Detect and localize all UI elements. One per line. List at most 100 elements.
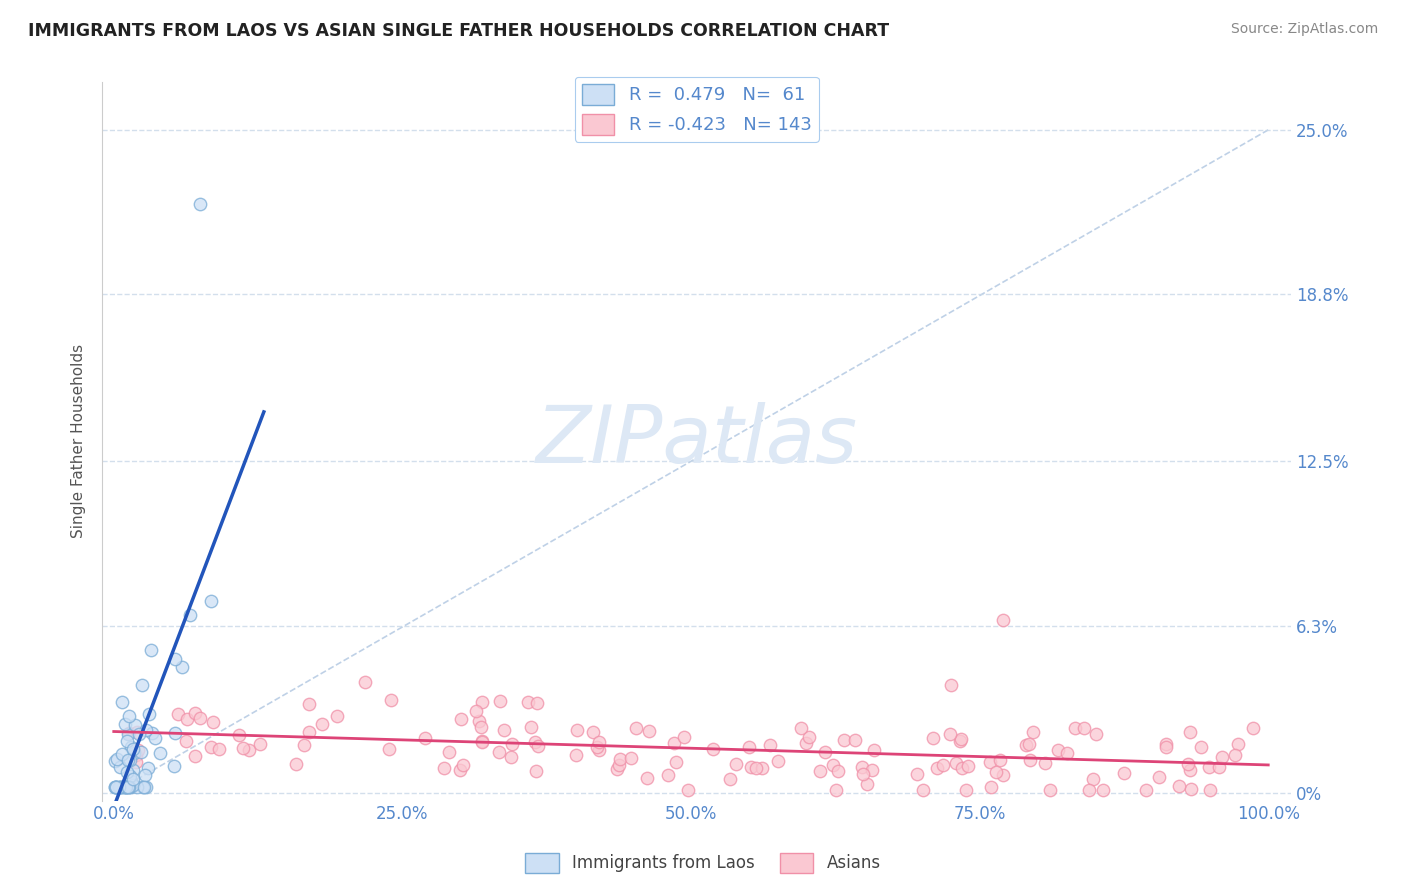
Point [738, 740, 761, 755]
Point [939, 678, 962, 692]
Point [657, 768, 679, 782]
Point [956, 758, 979, 772]
Point [114, 780, 136, 795]
Point [451, 757, 474, 772]
Point [1064, 722, 1087, 736]
Point [1154, 738, 1177, 752]
Point [111, 695, 134, 709]
Point [1227, 737, 1250, 751]
Point [311, 717, 333, 731]
Point [470, 720, 492, 734]
Point [117, 753, 139, 767]
Point [821, 758, 844, 772]
Point [1056, 746, 1078, 760]
Y-axis label: Single Father Households: Single Father Households [72, 344, 86, 539]
Point [120, 740, 142, 755]
Point [131, 678, 153, 692]
Point [824, 783, 846, 797]
Point [117, 727, 139, 741]
Point [1073, 721, 1095, 735]
Point [131, 780, 153, 795]
Point [565, 747, 588, 762]
Point [1033, 756, 1056, 770]
Point [488, 694, 510, 708]
Point [1081, 772, 1104, 786]
Point [183, 706, 205, 720]
Point [117, 780, 139, 795]
Point [912, 783, 935, 797]
Point [112, 780, 135, 795]
Point [1085, 727, 1108, 741]
Point [852, 767, 875, 781]
Point [468, 714, 491, 728]
Point [449, 764, 471, 778]
Point [464, 704, 486, 718]
Point [586, 739, 609, 754]
Point [104, 780, 127, 795]
Point [120, 753, 142, 767]
Point [143, 731, 166, 745]
Point [292, 738, 315, 752]
Point [745, 761, 768, 775]
Point [1015, 739, 1038, 753]
Point [232, 741, 254, 756]
Point [860, 763, 883, 777]
Point [188, 197, 211, 211]
Point [104, 780, 127, 795]
Point [1180, 781, 1202, 796]
Point [526, 696, 548, 710]
Point [167, 707, 190, 722]
Point [844, 733, 866, 747]
Point [125, 755, 148, 769]
Point [121, 778, 143, 792]
Point [759, 738, 782, 752]
Point [1180, 763, 1202, 777]
Point [111, 747, 134, 762]
Point [117, 726, 139, 740]
Point [184, 749, 207, 764]
Point [856, 776, 879, 790]
Point [516, 695, 538, 709]
Point [129, 745, 152, 759]
Point [238, 743, 260, 757]
Point [378, 742, 401, 756]
Point [1199, 783, 1222, 797]
Point [433, 761, 456, 775]
Point [354, 675, 377, 690]
Point [125, 780, 148, 795]
Point [905, 766, 928, 780]
Point [325, 709, 347, 723]
Point [285, 756, 308, 771]
Point [980, 780, 1002, 794]
Point [104, 754, 127, 768]
Point [1177, 757, 1199, 772]
Point [134, 768, 156, 782]
Legend: R =  0.479   N=  61, R = -0.423   N= 143: R = 0.479 N= 61, R = -0.423 N= 143 [575, 77, 818, 142]
Point [637, 723, 659, 738]
Point [108, 780, 131, 795]
Point [201, 714, 224, 729]
Point [1178, 724, 1201, 739]
Point [108, 780, 131, 795]
Point [524, 764, 547, 778]
Point [991, 613, 1014, 627]
Point [114, 780, 136, 795]
Text: Source: ZipAtlas.com: Source: ZipAtlas.com [1230, 22, 1378, 37]
Point [702, 741, 724, 756]
Point [794, 736, 817, 750]
Legend: Immigrants from Laos, Asians: Immigrants from Laos, Asians [519, 847, 887, 880]
Point [188, 711, 211, 725]
Point [582, 724, 605, 739]
Point [606, 763, 628, 777]
Point [1018, 737, 1040, 751]
Point [249, 738, 271, 752]
Point [450, 712, 472, 726]
Point [135, 780, 157, 795]
Point [170, 659, 193, 673]
Point [413, 731, 436, 745]
Point [110, 759, 132, 773]
Point [588, 742, 610, 756]
Point [1208, 760, 1230, 774]
Point [950, 732, 973, 747]
Point [128, 727, 150, 741]
